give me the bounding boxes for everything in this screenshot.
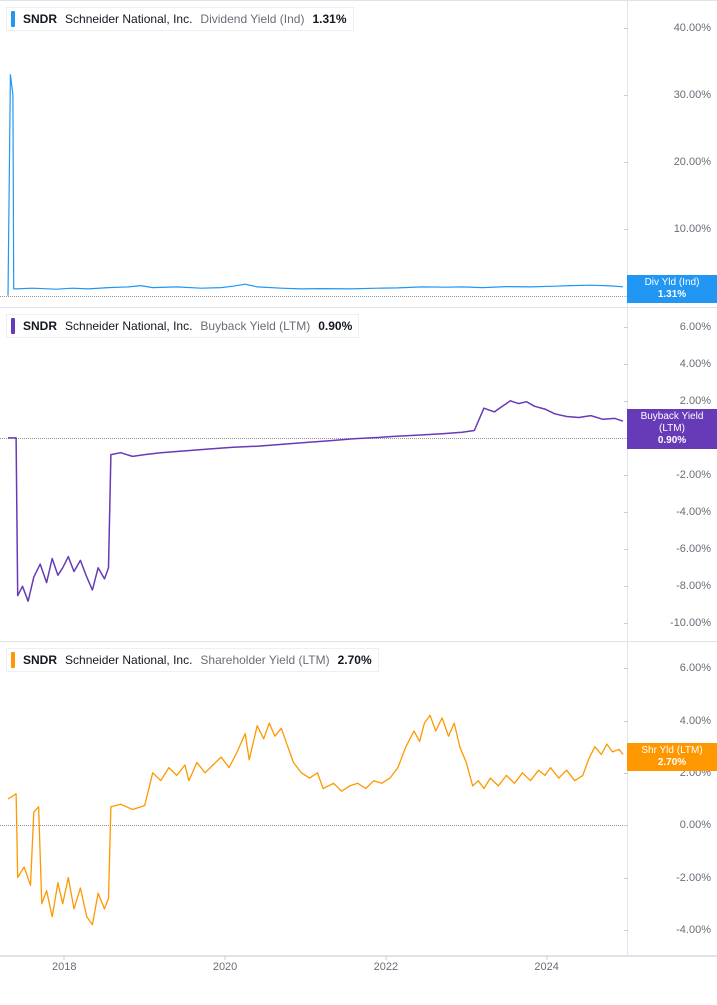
series-line — [0, 308, 627, 642]
legend-ticker: SNDR — [23, 319, 57, 333]
price-label: Shr Yld (LTM)2.70% — [627, 743, 717, 771]
y-tick-label: -4.00% — [676, 506, 711, 518]
y-tick-mark — [624, 586, 628, 587]
price-label-metric: Shr Yld (LTM) — [631, 745, 713, 757]
y-tick-mark — [624, 825, 628, 826]
price-label-value: 1.31% — [631, 289, 713, 301]
legend-value: 1.31% — [312, 12, 346, 26]
x-tick-mark — [64, 956, 65, 960]
y-tick-mark — [624, 623, 628, 624]
legend-value: 0.90% — [318, 319, 352, 333]
x-axis: 2018 2020 2022 2024 — [0, 956, 717, 978]
y-tick-mark — [624, 930, 628, 931]
y-tick-mark — [624, 229, 628, 230]
legend-color-icon — [11, 652, 15, 668]
y-tick-label: 40.00% — [674, 22, 711, 34]
y-tick-mark — [624, 162, 628, 163]
y-tick-label: -2.00% — [676, 469, 711, 481]
price-label-value: 0.90% — [631, 435, 713, 447]
legend-metric: Dividend Yield (Ind) — [200, 12, 304, 26]
legend-color-icon — [11, 318, 15, 334]
price-label: Div Yld (Ind)1.31% — [627, 275, 717, 303]
price-label-metric: Div Yld (Ind) — [631, 277, 713, 289]
y-tick-label: 4.00% — [680, 715, 711, 727]
legend-color-icon — [11, 11, 15, 27]
x-tick-mark — [546, 956, 547, 960]
price-label-metric: Buyback Yield (LTM) — [631, 411, 713, 435]
x-tick-label: 2024 — [534, 961, 558, 973]
series-line — [0, 1, 627, 309]
y-tick-mark — [624, 878, 628, 879]
y-tick-mark — [624, 549, 628, 550]
legend-ticker: SNDR — [23, 12, 57, 26]
y-tick-label: 0.00% — [680, 819, 711, 831]
y-tick-label: 4.00% — [680, 358, 711, 370]
y-tick-mark — [624, 95, 628, 96]
y-tick-mark — [624, 401, 628, 402]
legend[interactable]: SNDR Schneider National, Inc. Shareholder … — [6, 648, 379, 672]
chart-panel-buy[interactable]: -10.00%-8.00%-6.00%-4.00%-2.00%0.00%2.00… — [0, 308, 717, 642]
y-tick-mark — [624, 28, 628, 29]
x-tick-mark — [225, 956, 226, 960]
series-line — [0, 642, 627, 956]
legend[interactable]: SNDR Schneider National, Inc. Dividend Yie… — [6, 7, 354, 31]
price-label: Buyback Yield (LTM)0.90% — [627, 409, 717, 449]
y-tick-mark — [624, 327, 628, 328]
legend-metric: Buyback Yield (LTM) — [200, 319, 310, 333]
y-tick-label: 6.00% — [680, 662, 711, 674]
chart-panel-shr[interactable]: -4.00%-2.00%0.00%2.00%4.00%6.00%Shr Yld … — [0, 642, 717, 956]
y-tick-mark — [624, 475, 628, 476]
x-tick-label: 2020 — [213, 961, 237, 973]
y-tick-label: 30.00% — [674, 89, 711, 101]
legend-company: Schneider National, Inc. — [65, 653, 192, 667]
y-tick-label: 2.00% — [680, 395, 711, 407]
y-axis: -4.00%-2.00%0.00%2.00%4.00%6.00% — [627, 642, 717, 955]
y-tick-label: 6.00% — [680, 321, 711, 333]
legend-company: Schneider National, Inc. — [65, 12, 192, 26]
legend-value: 2.70% — [338, 653, 372, 667]
y-tick-mark — [624, 512, 628, 513]
y-tick-label: -2.00% — [676, 872, 711, 884]
x-tick-label: 2022 — [374, 961, 398, 973]
y-tick-label: -6.00% — [676, 543, 711, 555]
chart-panel-div[interactable]: 0.00%10.00%20.00%30.00%40.00%Div Yld (In… — [0, 0, 717, 308]
y-axis: 0.00%10.00%20.00%30.00%40.00% — [627, 1, 717, 307]
legend-company: Schneider National, Inc. — [65, 319, 192, 333]
legend-ticker: SNDR — [23, 653, 57, 667]
y-tick-label: 20.00% — [674, 156, 711, 168]
legend[interactable]: SNDR Schneider National, Inc. Buyback Yiel… — [6, 314, 359, 338]
y-tick-mark — [624, 364, 628, 365]
price-label-value: 2.70% — [631, 757, 713, 769]
x-tick-label: 2018 — [52, 961, 76, 973]
y-tick-label: -8.00% — [676, 580, 711, 592]
y-tick-label: -4.00% — [676, 924, 711, 936]
legend-metric: Shareholder Yield (LTM) — [200, 653, 329, 667]
x-tick-mark — [385, 956, 386, 960]
y-tick-mark — [624, 721, 628, 722]
y-tick-mark — [624, 668, 628, 669]
y-tick-label: 10.00% — [674, 223, 711, 235]
y-tick-label: -10.00% — [670, 617, 711, 629]
y-tick-mark — [624, 773, 628, 774]
y-axis: -10.00%-8.00%-6.00%-4.00%-2.00%0.00%2.00… — [627, 308, 717, 641]
